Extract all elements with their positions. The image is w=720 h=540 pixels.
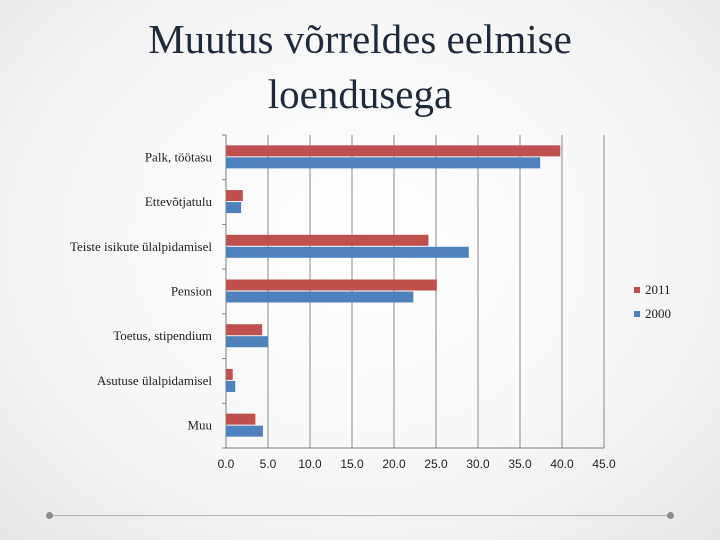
x-tick-label: 15.0 [340,457,364,471]
bar-2011-2 [226,235,428,246]
x-tick-label: 10.0 [298,457,322,471]
bar-2000-3 [226,292,413,303]
bar-2011-1 [226,190,243,201]
bar-2000-0 [226,157,540,168]
legend-swatch-2000 [634,311,640,317]
category-label: Palk, töötasu [145,149,213,164]
bar-2011-5 [226,369,233,380]
bar-2000-6 [226,426,263,437]
bar-2000-2 [226,247,469,258]
bar-2011-0 [226,145,560,156]
category-label: Toetus, stipendium [113,328,212,343]
bar-2000-5 [226,381,235,392]
bar-2011-3 [226,280,437,291]
footer-line-right [360,515,670,516]
x-tick-label: 30.0 [466,457,490,471]
footer-dot-right [667,512,674,519]
legend-swatch-2011 [634,287,640,293]
x-tick-label: 40.0 [550,457,574,471]
x-tick-label: 25.0 [424,457,448,471]
x-tick-label: 20.0 [382,457,406,471]
x-tick-label: 45.0 [592,457,616,471]
category-label: Muu [187,418,212,433]
x-tick-label: 5.0 [260,457,277,471]
category-label: Ettevõtjatulu [145,194,213,209]
footer-line-left [50,515,360,516]
category-label: Teiste isikute ülalpidamisel [70,239,212,254]
x-tick-label: 35.0 [508,457,532,471]
legend-label: 2000 [645,306,671,321]
bar-2000-1 [226,202,241,213]
category-label: Asutuse ülalpidamisel [97,373,213,388]
bar-2011-4 [226,324,262,335]
category-label: Pension [171,284,213,299]
footer-dot-left [46,512,53,519]
bar-2011-6 [226,414,255,425]
x-tick-label: 0.0 [218,457,235,471]
legend-label: 2011 [645,282,671,297]
bar-2000-4 [226,336,268,347]
